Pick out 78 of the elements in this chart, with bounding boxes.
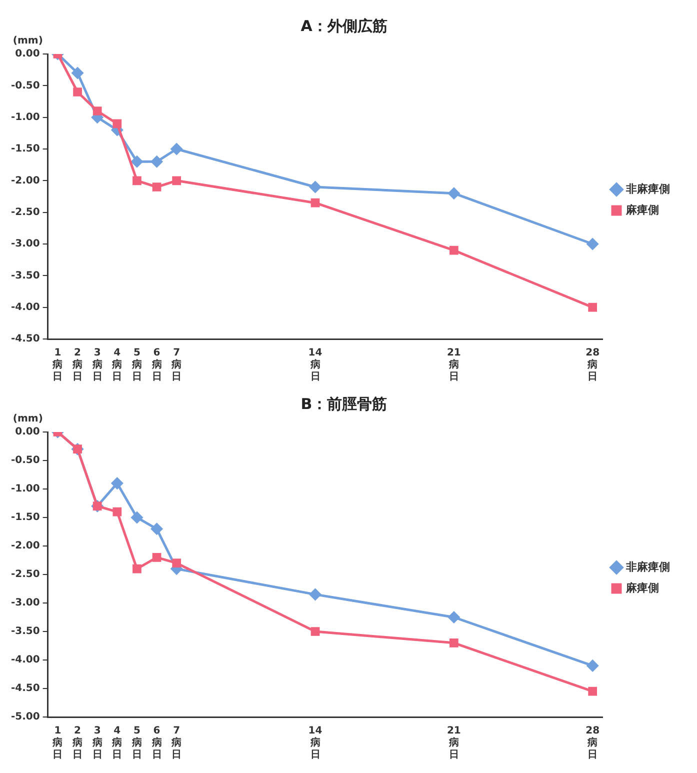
point (310, 627, 320, 636)
x-tick-label: 3病日 (91, 726, 102, 761)
point (152, 552, 162, 562)
point (170, 143, 182, 155)
point (92, 106, 102, 116)
point (132, 176, 142, 186)
point (310, 181, 322, 193)
point (112, 119, 122, 128)
legend-label: 非麻痺側 (625, 560, 670, 574)
point (588, 686, 598, 696)
x-tick-label: 5病日 (130, 726, 142, 761)
point (310, 588, 322, 600)
y-tick-label: -3.00 (10, 238, 40, 250)
x-tick-label: 28病日 (586, 348, 600, 383)
point (449, 246, 458, 255)
legend-label: 麻痺側 (625, 203, 659, 216)
point (448, 612, 460, 623)
x-tick-label: 7病日 (170, 726, 182, 761)
y-tick-label: -2.50 (10, 569, 40, 580)
y-tick-label: -5.00 (10, 712, 40, 723)
point (112, 507, 122, 516)
y-tick-label: -4.50 (10, 334, 40, 345)
point (448, 188, 460, 200)
y-axis-title: (mm) (12, 414, 43, 425)
x-tick-label: 6病日 (150, 348, 162, 383)
chart-title: A：外側広筋 (300, 16, 388, 35)
point (73, 88, 82, 96)
chart-title: B：前脛骨筋 (300, 394, 388, 413)
x-tick-label: 1病日 (52, 726, 63, 761)
x-tick-label: 6病日 (150, 726, 162, 761)
x-tick-label: 14病日 (308, 348, 322, 383)
legend-label: 麻痺側 (625, 581, 659, 594)
y-tick-label: -1.00 (10, 112, 40, 123)
y-tick-label: -3.50 (10, 270, 40, 282)
x-tick-label: 7病日 (170, 348, 182, 383)
y-tick-label: -4.00 (10, 654, 40, 666)
y-tick-label: -1.00 (10, 484, 40, 495)
y-tick-label: -4.50 (10, 683, 40, 694)
point (151, 156, 163, 168)
point (310, 198, 320, 208)
x-tick-label: 5病日 (130, 348, 142, 383)
point (131, 156, 143, 168)
x-tick-label: 4病日 (111, 726, 122, 761)
point (588, 302, 598, 312)
point (111, 478, 123, 490)
y-tick-label: -3.00 (10, 598, 40, 609)
point (449, 638, 458, 648)
y-tick-label: 0.00 (15, 48, 40, 60)
point (72, 67, 84, 79)
point (152, 182, 162, 192)
point (132, 564, 142, 574)
point (172, 558, 182, 568)
point (151, 523, 163, 535)
x-tick-label: 14病日 (308, 726, 322, 761)
y-tick-label: -0.50 (10, 80, 40, 92)
point (586, 660, 598, 672)
y-tick-label: -2.50 (10, 206, 40, 218)
y-tick-label: -3.50 (10, 626, 40, 638)
x-tick-label: 21病日 (446, 726, 461, 761)
y-tick-label: -1.50 (10, 512, 40, 524)
y-tick-label: -1.50 (10, 144, 40, 155)
y-axis-title: (mm) (12, 36, 43, 47)
x-tick-label: 1病日 (52, 348, 63, 383)
y-tick-label: -2.00 (10, 540, 40, 552)
point (586, 238, 598, 250)
x-tick-label: 2病日 (72, 348, 83, 383)
x-tick-label: 4病日 (111, 348, 122, 383)
x-tick-label: 21病日 (446, 348, 461, 383)
point (172, 176, 182, 186)
x-tick-label: 28病日 (586, 726, 600, 761)
y-tick-label: 0.00 (15, 426, 40, 438)
x-tick-label: 2病日 (72, 726, 83, 761)
y-tick-label: -2.00 (10, 175, 40, 186)
y-tick-label: -0.50 (10, 455, 40, 466)
y-tick-label: -4.00 (10, 302, 40, 313)
legend-label: 非麻痺側 (625, 182, 670, 196)
point (131, 512, 143, 524)
x-tick-label: 3病日 (91, 348, 102, 383)
